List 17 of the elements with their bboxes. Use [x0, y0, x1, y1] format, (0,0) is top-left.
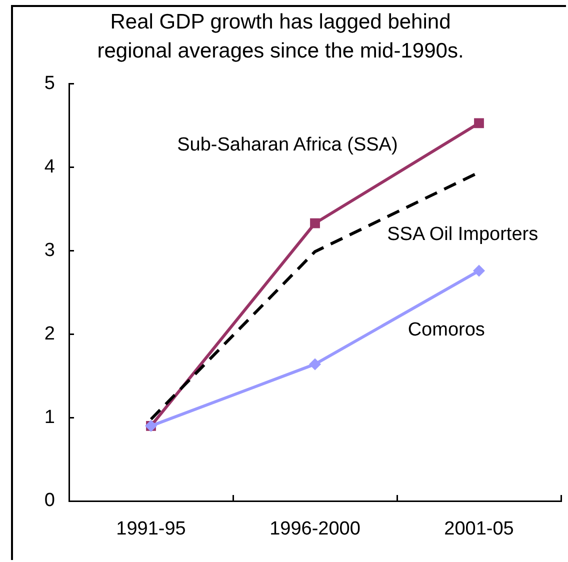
- chart-title: Real GDP growth has lagged behind regional averages since the mid-1990s.: [97, 10, 464, 62]
- y-tick-label: 3: [44, 240, 55, 262]
- point: [310, 218, 320, 228]
- series-label: SSA Oil Importers: [387, 224, 538, 246]
- x-tick-label: 1991-95: [116, 518, 186, 540]
- series-label: Sub-Saharan Africa (SSA): [177, 134, 398, 156]
- point: [474, 118, 484, 128]
- point: [473, 264, 485, 277]
- y-tick-label: 2: [44, 323, 55, 344]
- y-tick-label: 1: [44, 406, 55, 428]
- y-tick-label: 0: [44, 490, 55, 512]
- x-tick-label: 1996-2000: [270, 518, 360, 540]
- x-tick-label: 2001-05: [444, 518, 514, 540]
- y-tick-label: 5: [44, 73, 55, 94]
- series-label: Comoros: [408, 320, 485, 341]
- y-tick-label: 4: [44, 156, 56, 178]
- point: [309, 358, 321, 370]
